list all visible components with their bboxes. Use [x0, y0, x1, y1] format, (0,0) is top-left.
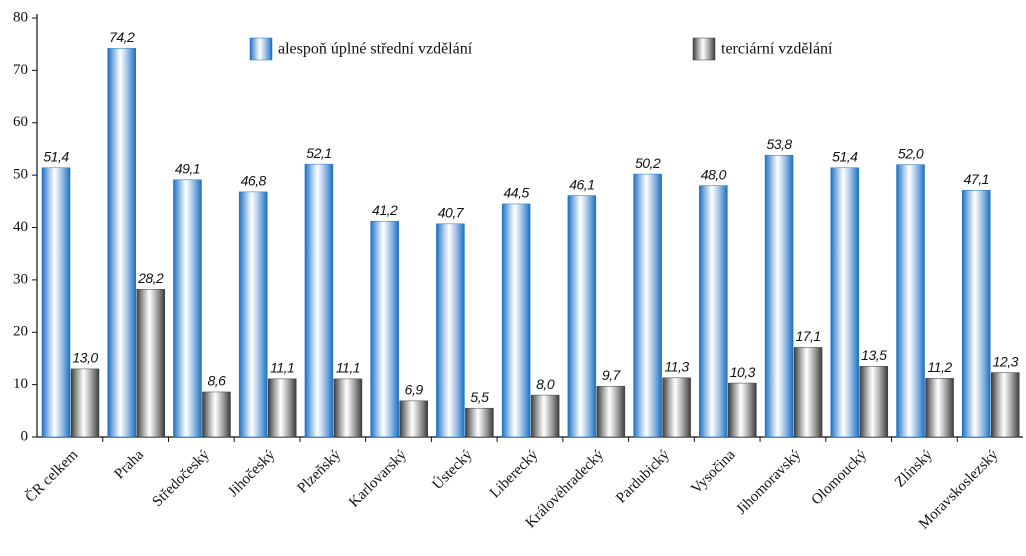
data-label: 74,2 [109, 29, 135, 45]
y-tick-label: 60 [13, 114, 28, 130]
bar [830, 167, 860, 438]
y-tick-label: 80 [13, 9, 28, 25]
x-tick-label: Liberecký [487, 447, 542, 502]
y-tick-label: 40 [13, 219, 28, 235]
x-tick-label: Zlínský [892, 447, 936, 491]
bar [896, 164, 925, 438]
data-label: 51,4 [43, 148, 69, 164]
bar [633, 173, 662, 438]
data-label: 53,8 [766, 136, 792, 152]
y-tick-label: 50 [13, 167, 28, 183]
y-tick-label: 70 [13, 62, 28, 78]
bar [399, 400, 428, 438]
data-label: 11,2 [927, 359, 952, 375]
data-label: 17,1 [795, 328, 820, 344]
data-label: 46,8 [241, 173, 267, 189]
bar [530, 394, 560, 438]
bar [991, 372, 1020, 438]
bar [699, 185, 728, 438]
legend-swatch [249, 37, 273, 61]
data-label: 6,9 [405, 382, 424, 398]
bar [136, 289, 165, 438]
data-label: 49,1 [175, 161, 200, 177]
x-tick-label: Jihočeský [225, 447, 278, 500]
x-tick-label: Olomoucký [809, 447, 871, 509]
bar [728, 382, 757, 438]
legend-label: alespoň úplné střední vzdělání [278, 41, 473, 58]
bar [859, 366, 889, 438]
data-label: 8,0 [536, 376, 555, 392]
x-tick-label: Ústecký [429, 446, 476, 493]
bar [925, 378, 954, 438]
x-tick-label: Karlovarský [346, 447, 410, 511]
y-tick-label: 20 [13, 324, 28, 340]
data-label: 13,0 [72, 350, 98, 366]
bar [465, 407, 494, 438]
data-label: 41,2 [372, 202, 398, 218]
data-label: 50,2 [635, 155, 661, 171]
data-label: 52,1 [306, 145, 331, 161]
data-label: 12,3 [993, 353, 1019, 369]
x-tick-label: Praha [112, 447, 148, 483]
x-tick-label: Jihomoravský [733, 447, 804, 518]
bar [662, 377, 691, 438]
bar [107, 48, 136, 438]
y-tick-label: 10 [13, 376, 28, 392]
bar [304, 163, 334, 438]
data-label: 11,3 [664, 359, 689, 375]
bar [173, 179, 202, 438]
bar [596, 385, 626, 438]
data-label: 48,0 [701, 166, 727, 182]
data-label: 52,0 [898, 145, 924, 161]
data-label: 8,6 [207, 373, 226, 389]
data-label: 40,7 [438, 205, 465, 221]
bar [238, 191, 268, 438]
bar [962, 190, 991, 438]
bar [567, 195, 597, 438]
data-label: 28,2 [137, 270, 164, 286]
data-label: 47,1 [964, 171, 989, 187]
bar [501, 203, 531, 438]
data-label: 13,5 [861, 347, 887, 363]
data-label: 46,1 [569, 176, 594, 192]
data-label: 5,5 [470, 389, 489, 405]
data-label: 11,1 [270, 360, 294, 376]
legend-swatch [692, 37, 716, 61]
x-tick-label: Pardubický [613, 447, 673, 507]
x-tick-label: Středočeský [150, 447, 214, 511]
y-tick-label: 30 [13, 271, 28, 287]
data-label: 11,1 [336, 360, 360, 376]
y-tick-label: 0 [21, 428, 29, 444]
bar [436, 223, 465, 438]
x-tick-label: Vysočina [688, 447, 738, 497]
bar [333, 378, 363, 438]
data-label: 9,7 [602, 367, 622, 383]
data-label: 51,4 [832, 148, 858, 164]
bar [267, 378, 297, 438]
x-tick-label: Plzeňský [295, 447, 345, 497]
bar [70, 368, 100, 438]
bar [202, 391, 231, 438]
data-label: 44,5 [504, 185, 530, 201]
bar [41, 167, 71, 438]
data-label: 10,3 [730, 364, 756, 380]
legend-label: terciární vzdělání [721, 41, 833, 58]
bar [764, 154, 794, 438]
x-tick-label: ČR celkem [22, 446, 82, 506]
bar [793, 347, 823, 438]
bar [370, 220, 399, 438]
